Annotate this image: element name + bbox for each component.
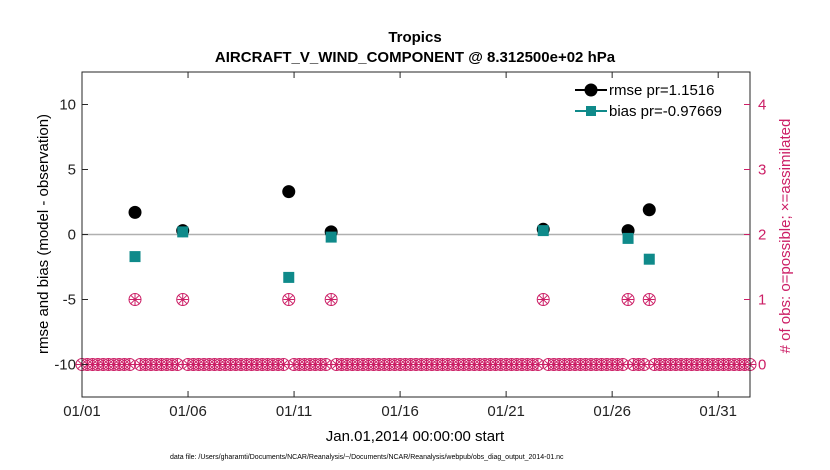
- x-tick-label: 01/26: [593, 403, 631, 420]
- obs-count-point: [642, 293, 656, 306]
- y-axis-label: rmse and bias (model - observation): [35, 114, 52, 354]
- legend-rmse-marker: [584, 83, 598, 97]
- x-tick-label: 01/06: [169, 403, 207, 420]
- obs-possible-marker: [282, 293, 296, 306]
- y-tick-label: 5: [68, 162, 76, 179]
- obs-assimilated-marker: [638, 359, 650, 370]
- y-tick-label: -10: [54, 357, 76, 374]
- obs-assimilated-marker: [537, 294, 549, 305]
- x-tick-label: 01/21: [487, 403, 525, 420]
- obs-assimilated-marker: [643, 294, 655, 305]
- x-axis: 01/01 01/06 01/11 01/16 01/21 01/26 01/31: [63, 72, 737, 420]
- rmse-point: [642, 203, 656, 217]
- legend-bias-marker: [586, 106, 596, 116]
- chart-title: Tropics: [388, 29, 441, 46]
- y-right-tick-label: 3: [758, 162, 766, 179]
- obs-count-point: [128, 293, 142, 306]
- legend-rmse-label: rmse pr=1.1516: [609, 82, 714, 99]
- y-right-tick-label: 1: [758, 292, 766, 309]
- y-right-tick-label: 4: [758, 97, 766, 114]
- y-axis-label-right: # of obs: o=possible; ×=assimilated: [777, 119, 794, 354]
- rmse-point: [128, 205, 142, 219]
- obs-assimilated-marker: [320, 359, 332, 370]
- bias-point: [177, 226, 189, 238]
- bias-point: [325, 231, 337, 243]
- legend: rmse pr=1.1516 bias pr=-0.97669: [572, 80, 744, 126]
- rmse-point: [282, 185, 296, 199]
- x-tick-label: 01/11: [276, 403, 312, 420]
- y-tick-label: 10: [59, 97, 76, 114]
- obs-possible-marker: [536, 293, 550, 306]
- y-axis-right: 4 3 2 1 0: [744, 97, 766, 374]
- y-right-tick-label: 2: [758, 227, 766, 244]
- obs-assimilated-marker: [283, 294, 295, 305]
- obs-assimilated-marker: [325, 294, 337, 305]
- y-right-tick-label: 0: [758, 357, 766, 374]
- x-tick-label: 01/16: [381, 403, 419, 420]
- bias-series: [129, 225, 655, 283]
- legend-bias-label: bias pr=-0.97669: [609, 103, 722, 120]
- obs-count-point: [282, 293, 296, 306]
- obs-possible-marker: [621, 293, 635, 306]
- obs-assimilated-marker: [171, 359, 183, 370]
- obs-count-series: [75, 293, 757, 371]
- y-axis-left: 10 5 0 -5 -10: [54, 97, 88, 374]
- y-tick-label: 0: [68, 227, 76, 244]
- obs-possible-marker: [324, 293, 338, 306]
- obs-assimilated-marker: [532, 359, 544, 370]
- data-file-footnote: data file: /Users/gharamti/Documents/NCA…: [170, 454, 564, 461]
- obs-possible-marker: [128, 293, 142, 306]
- bias-point: [643, 253, 655, 265]
- obs-assimilated-marker: [617, 359, 629, 370]
- legend-box: [572, 80, 744, 126]
- obs-assimilated-marker: [129, 294, 141, 305]
- obs-assimilated-marker: [177, 294, 189, 305]
- obs-count-point: [324, 293, 338, 306]
- obs-assimilated-marker: [277, 359, 289, 370]
- obs-count-point: [176, 293, 190, 306]
- obs-count-point: [621, 293, 635, 306]
- x-tick-label: 01/31: [699, 403, 737, 420]
- bias-point: [622, 232, 634, 244]
- bias-point: [537, 225, 549, 237]
- bias-point: [283, 271, 295, 283]
- chart-subtitle: AIRCRAFT_V_WIND_COMPONENT @ 8.312500e+02…: [215, 49, 616, 66]
- y-tick-label: -5: [63, 292, 76, 309]
- bias-point: [129, 251, 141, 263]
- obs-possible-marker: [642, 293, 656, 306]
- x-axis-label: Jan.01,2014 00:00:00 start: [326, 428, 505, 445]
- obs-assimilated-marker: [124, 359, 136, 370]
- obs-possible-marker: [176, 293, 190, 306]
- obs-assimilated-marker: [622, 294, 634, 305]
- obs-count-point: [536, 293, 550, 306]
- plot-area: [75, 71, 757, 398]
- x-tick-label: 01/01: [63, 403, 101, 420]
